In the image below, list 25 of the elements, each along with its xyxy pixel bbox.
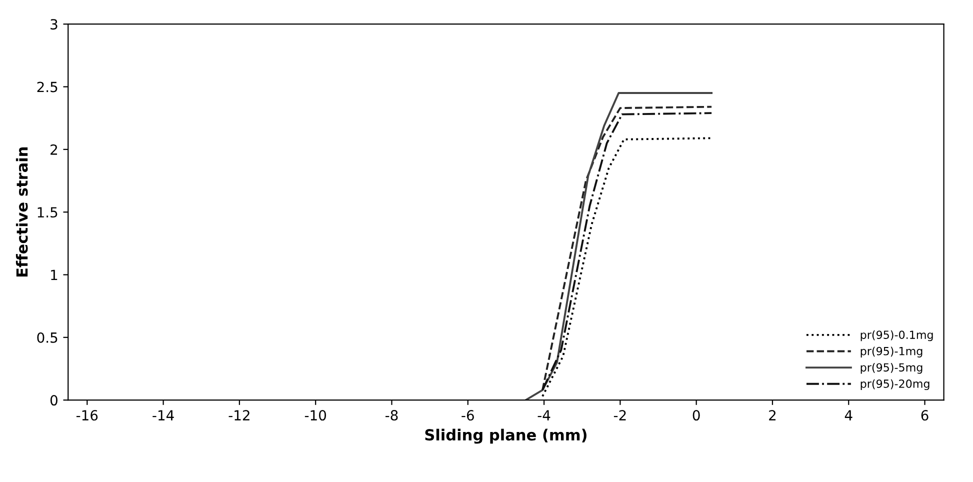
y-tick-label: 2 [50,144,57,155]
legend-label: pr(95)-0.1mg [860,330,933,342]
y-axis-title: Effective strain [16,147,28,277]
y-tick-label: 3 [50,19,58,30]
y-tick-label: 2.5 [37,82,58,92]
x-tick-label: -10 [304,410,326,421]
y-tick-label: 0.5 [37,332,58,343]
legend-label: pr(95)-20mg [860,379,930,390]
y-tick-label: 1.5 [38,207,58,218]
x-tick-label: -8 [385,410,398,421]
x-tick-label: -16 [76,410,98,421]
x-tick-label: -14 [152,410,174,420]
x-tick-label: -6 [462,410,474,421]
x-tick-label: -12 [228,410,250,420]
legend-label: pr(95)-5mg [860,363,922,374]
x-tick-label: 6 [921,410,928,421]
x-axis-title: Sliding plane (mm) [425,428,586,444]
legend-label: pr(95)-1mg [860,346,922,358]
x-tick-label: -2 [614,410,626,420]
y-tick-label: 0 [50,395,58,406]
x-tick-label: -4 [538,410,550,420]
x-tick-label: 0 [692,410,700,421]
y-tick-label: 1 [51,270,58,280]
x-tick-label: 2 [769,410,776,420]
x-tick-label: 4 [844,410,852,420]
